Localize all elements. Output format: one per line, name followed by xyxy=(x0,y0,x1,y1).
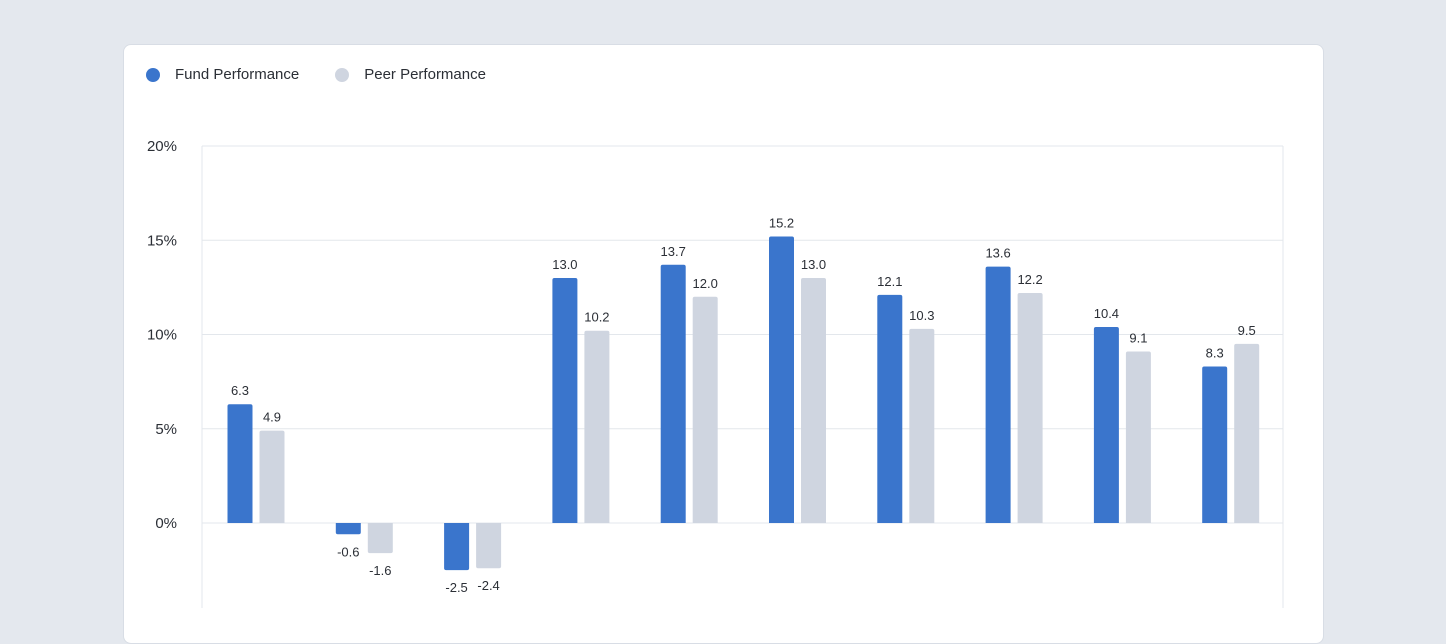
peer-data-label: 9.5 xyxy=(1238,323,1256,338)
fund-bar[interactable] xyxy=(660,264,686,523)
fund-data-label: -0.6 xyxy=(337,544,359,559)
peer-bar[interactable] xyxy=(367,523,393,554)
peer-bar[interactable] xyxy=(1125,351,1151,523)
fund-bar[interactable] xyxy=(335,523,361,535)
y-tick-label: 0% xyxy=(155,515,177,532)
peer-bar[interactable] xyxy=(1017,293,1043,523)
chart-card xyxy=(123,44,1324,644)
peer-data-label: 12.0 xyxy=(693,276,718,291)
y-tick-label: 5% xyxy=(155,421,177,438)
fund-data-label: 13.0 xyxy=(552,257,577,272)
fund-data-label: 8.3 xyxy=(1206,346,1224,361)
chart-legend: Fund Performance Peer Performance xyxy=(146,66,522,83)
peer-bar[interactable] xyxy=(584,330,610,523)
fund-data-label: 6.3 xyxy=(231,383,249,398)
fund-data-label: 12.1 xyxy=(877,274,902,289)
legend-swatch-peer xyxy=(335,67,350,82)
fund-data-label: 15.2 xyxy=(769,215,794,230)
peer-bar[interactable] xyxy=(1234,343,1260,523)
fund-bar[interactable] xyxy=(985,266,1011,523)
peer-bar[interactable] xyxy=(692,296,718,523)
peer-data-label: 4.9 xyxy=(263,410,281,425)
y-tick-label: 20% xyxy=(147,138,177,155)
y-tick-label: 10% xyxy=(147,327,177,344)
fund-data-label: 13.6 xyxy=(985,246,1010,261)
y-tick-label: 15% xyxy=(147,232,177,249)
fund-bar[interactable] xyxy=(227,404,253,523)
fund-bar[interactable] xyxy=(1202,366,1228,523)
legend-item-peer[interactable]: Peer Performance xyxy=(335,66,486,83)
legend-label-fund: Fund Performance xyxy=(175,66,300,83)
legend-item-fund[interactable]: Fund Performance xyxy=(146,66,299,83)
fund-bar[interactable] xyxy=(877,294,903,523)
legend-swatch-fund xyxy=(146,67,160,82)
peer-data-label: -2.4 xyxy=(477,578,499,593)
peer-data-label: -1.6 xyxy=(369,563,391,578)
peer-bar[interactable] xyxy=(476,523,502,569)
peer-data-label: 12.2 xyxy=(1017,272,1042,287)
fund-bar[interactable] xyxy=(552,277,578,523)
peer-data-label: 9.1 xyxy=(1129,330,1147,345)
peer-data-label: 10.2 xyxy=(584,310,609,325)
fund-data-label: -2.5 xyxy=(445,580,467,595)
bar-chart: 0% 5% 10% 15% 20% 6.3 -0.6 -2.5 13.0 13.7 15.2 12.1… xyxy=(147,138,1284,608)
fund-bar[interactable] xyxy=(444,523,470,571)
fund-data-label: 10.4 xyxy=(1094,306,1119,321)
peer-data-label: 10.3 xyxy=(909,308,934,323)
fund-data-label: 13.7 xyxy=(661,244,686,259)
fund-bar[interactable] xyxy=(1093,326,1119,523)
peer-bar[interactable] xyxy=(909,328,935,523)
peer-data-label: 13.0 xyxy=(801,257,826,272)
peer-bar[interactable] xyxy=(259,430,285,523)
fund-bar[interactable] xyxy=(769,236,794,524)
peer-bar[interactable] xyxy=(801,277,826,523)
legend-label-peer: Peer Performance xyxy=(364,66,486,83)
